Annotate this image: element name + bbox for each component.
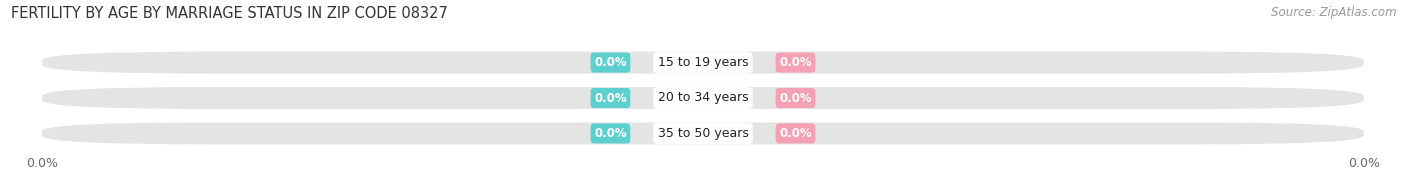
FancyBboxPatch shape [42,52,1364,74]
Text: 0.0%: 0.0% [595,92,627,104]
Text: 15 to 19 years: 15 to 19 years [658,56,748,69]
Text: 20 to 34 years: 20 to 34 years [658,92,748,104]
Text: 0.0%: 0.0% [595,127,627,140]
FancyBboxPatch shape [42,122,1364,144]
FancyBboxPatch shape [42,87,1364,109]
Text: Source: ZipAtlas.com: Source: ZipAtlas.com [1271,6,1396,19]
Text: 0.0%: 0.0% [779,127,811,140]
Text: 0.0%: 0.0% [779,92,811,104]
Text: 0.0%: 0.0% [779,56,811,69]
Text: 35 to 50 years: 35 to 50 years [658,127,748,140]
Text: FERTILITY BY AGE BY MARRIAGE STATUS IN ZIP CODE 08327: FERTILITY BY AGE BY MARRIAGE STATUS IN Z… [11,6,449,21]
Text: 0.0%: 0.0% [595,56,627,69]
